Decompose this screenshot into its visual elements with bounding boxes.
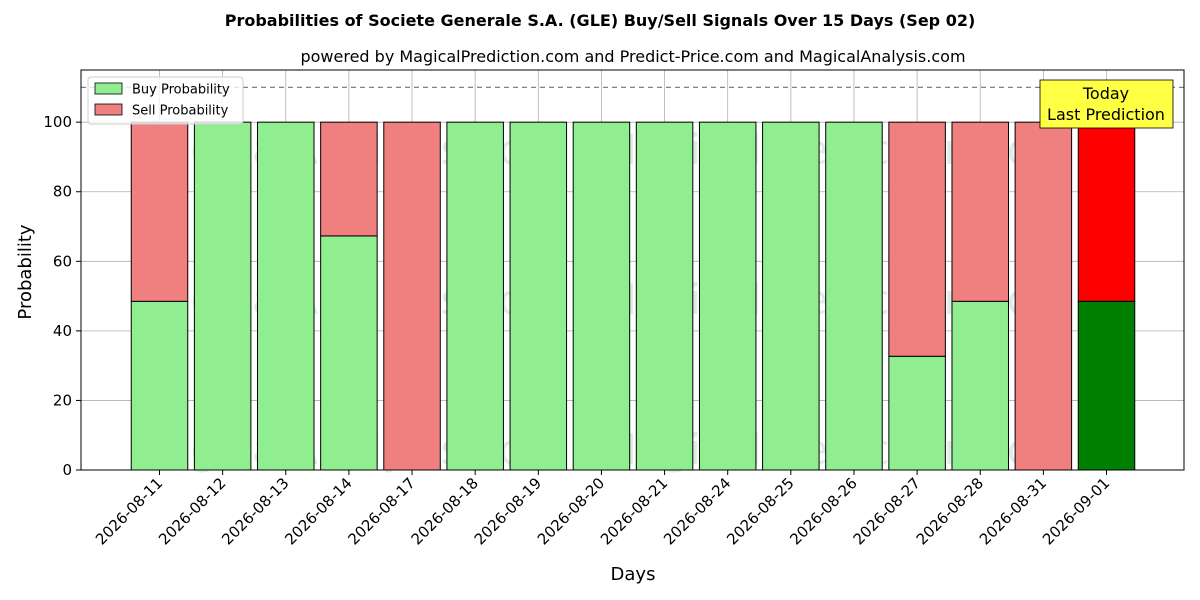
bar-sell-2026-08-17 (383, 121, 441, 471)
x-tick-label: 2026-08-17 (344, 474, 418, 548)
x-tick-label: 2026-08-31 (976, 474, 1050, 548)
x-tick-label: 2026-08-13 (218, 474, 292, 548)
x-tick-label: 2026-08-24 (660, 474, 734, 548)
bar-buy-2026-08-21 (635, 121, 694, 471)
x-tick-label: 2026-08-25 (723, 474, 797, 548)
bar-sell-2026-08-14 (320, 121, 378, 237)
today-annotation: Today Last Prediction (1039, 79, 1174, 129)
bar-buy-2026-08-11 (130, 300, 189, 471)
bar-buy-2026-08-26 (825, 121, 883, 471)
bar-buy-2026-08-19 (509, 121, 568, 471)
annotation-line1: Today (1082, 84, 1129, 103)
x-tick-label: 2026-08-26 (786, 474, 860, 548)
bar-sell-2026-08-28 (951, 121, 1009, 302)
legend-label-buy: Buy Probability (132, 83, 230, 98)
y-tick-label: 0 (62, 461, 72, 479)
x-tick-label: 2026-08-12 (155, 474, 229, 548)
bar-buy-2026-08-25 (762, 121, 820, 471)
x-tick-label: 2026-08-14 (281, 474, 355, 548)
bar-sell-2026-08-11 (130, 121, 189, 302)
bar-buy-2026-09-01 (1077, 300, 1136, 471)
bar-sell-2026-09-01 (1077, 121, 1136, 302)
x-tick-label: 2026-08-18 (408, 474, 482, 548)
x-axis-label: Days (611, 564, 656, 585)
x-tick-label: 2026-08-20 (534, 474, 608, 548)
x-tick-label: 2026-08-11 (92, 474, 166, 548)
bar-buy-2026-08-14 (320, 235, 378, 471)
bar-buy-2026-08-12 (193, 121, 252, 471)
bar-buy-2026-08-20 (572, 121, 631, 471)
bar-sell-2026-08-31 (1014, 121, 1073, 471)
plot-frame (80, 69, 1185, 471)
x-tick-label: 2026-08-27 (850, 474, 924, 548)
legend-swatch-sell (94, 103, 123, 116)
bars-layer (130, 121, 1136, 471)
legend-swatch-buy (94, 82, 123, 95)
x-tick-label: 2026-08-21 (597, 474, 671, 548)
annotation-line2: Last Prediction (1047, 105, 1165, 124)
x-tick-label: 2026-08-19 (471, 474, 545, 548)
legend-box (87, 76, 244, 125)
bar-buy-2026-08-18 (446, 121, 504, 471)
y-tick-label: 60 (53, 252, 72, 270)
y-tick-label: 20 (53, 391, 72, 409)
legend: Buy Probability Sell Probability (87, 76, 244, 125)
y-axis-label: Probability (15, 224, 36, 319)
legend-label-sell: Sell Probability (132, 104, 229, 119)
bar-sell-2026-08-27 (888, 121, 946, 357)
bar-buy-2026-08-27 (888, 355, 946, 471)
y-tick-label: 100 (43, 113, 72, 131)
chart-subtitle: powered by MagicalPrediction.com and Pre… (300, 47, 965, 66)
bar-buy-2026-08-13 (257, 121, 315, 471)
x-tick-label: 2026-09-01 (1039, 474, 1113, 548)
chart-title: Probabilities of Societe Generale S.A. (… (225, 11, 976, 30)
annotation-box (1039, 79, 1174, 129)
x-tick-label: 2026-08-28 (913, 474, 987, 548)
bar-buy-2026-08-24 (698, 121, 757, 471)
bar-buy-2026-08-28 (951, 300, 1009, 471)
y-tick-label: 80 (53, 183, 72, 201)
y-tick-label: 40 (53, 322, 72, 340)
